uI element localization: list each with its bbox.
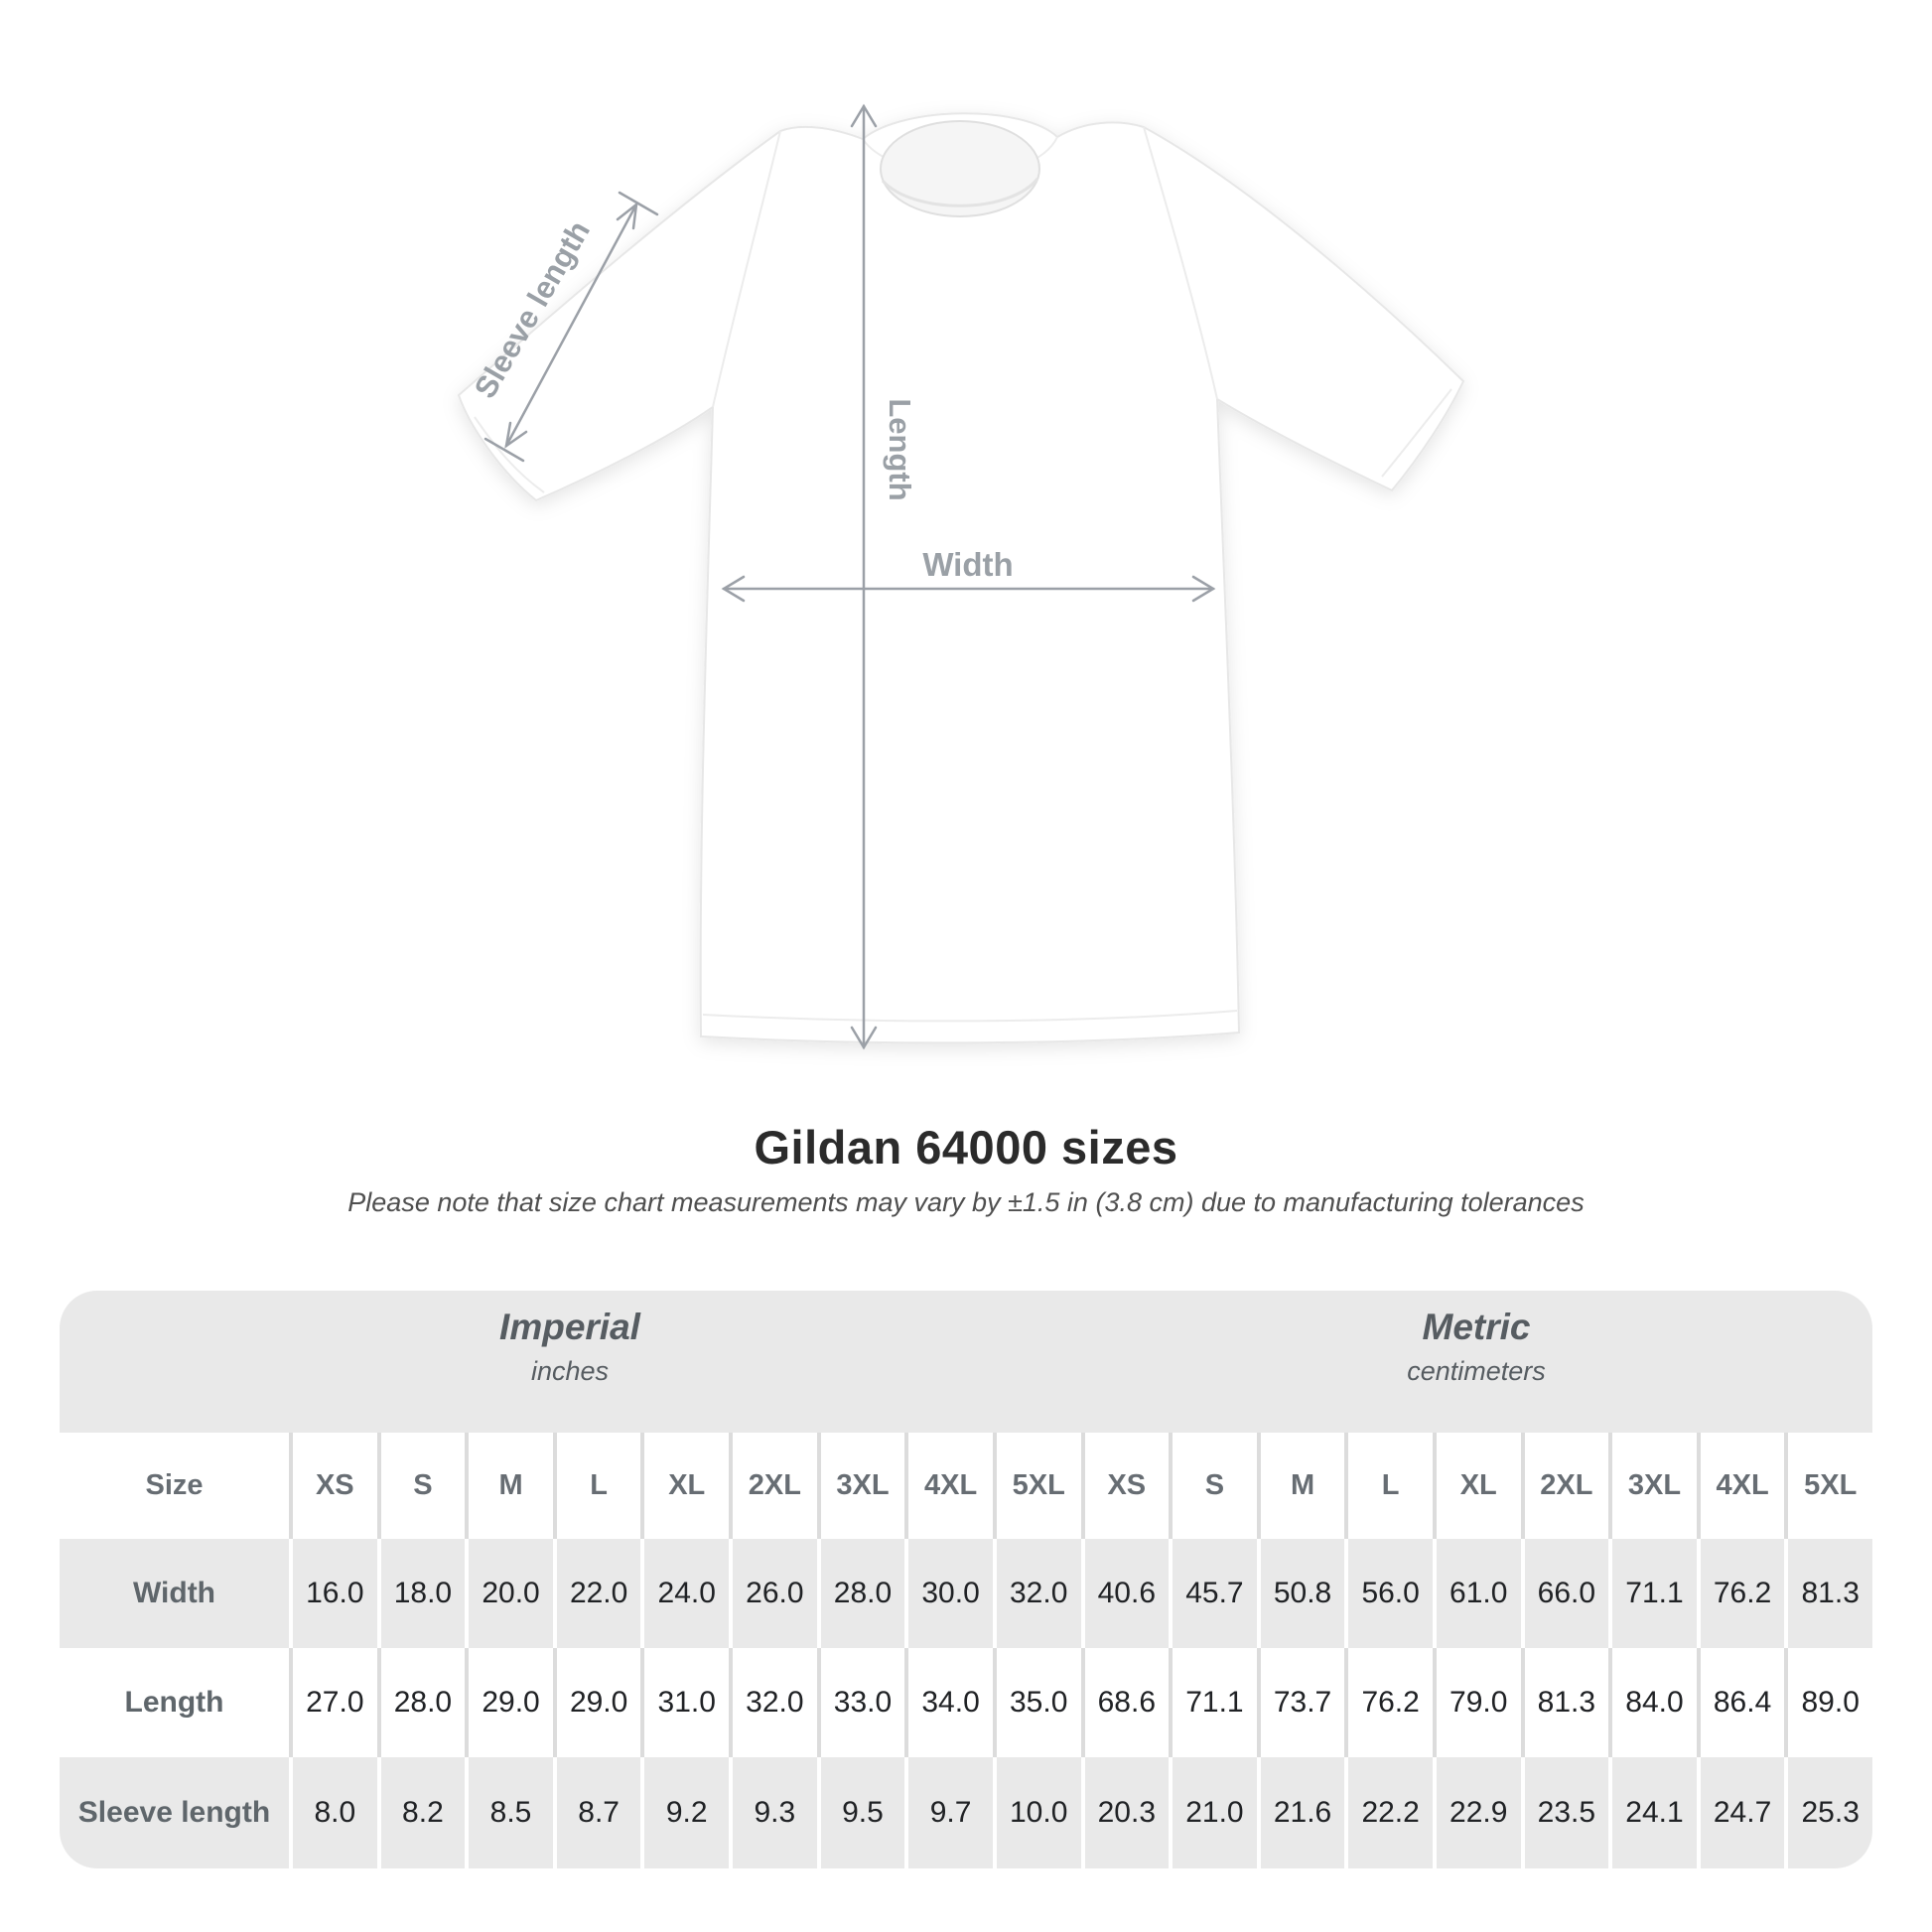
table-cell: 8.0 — [293, 1757, 377, 1868]
table-cell: 30.0 — [908, 1539, 993, 1648]
table-cell: 71.1 — [1612, 1539, 1697, 1648]
table-row: Sleeve length 8.0 8.2 8.5 8.7 9.2 9.3 9.5 9.7 10.… — [60, 1757, 1872, 1868]
table-cell: 73.7 — [1260, 1648, 1345, 1757]
table-cell: 9.2 — [644, 1757, 730, 1868]
row-label: Sleeve length — [60, 1757, 289, 1868]
table-cell: 86.4 — [1700, 1648, 1785, 1757]
imperial-header: Imperial inches — [60, 1291, 1080, 1433]
table-cell: 31.0 — [644, 1648, 730, 1757]
row-label: Width — [60, 1539, 289, 1648]
table-cell: 76.2 — [1700, 1539, 1785, 1648]
table-cell: 76.2 — [1348, 1648, 1433, 1757]
table-cell: 9.7 — [908, 1757, 993, 1868]
table-cell: 81.3 — [1788, 1539, 1872, 1648]
table-cell: 24.1 — [1612, 1757, 1697, 1868]
size-col-header: M — [1260, 1433, 1345, 1539]
table-cell: 18.0 — [380, 1539, 466, 1648]
size-table: Imperial inches Metric centimeters Size X… — [60, 1291, 1872, 1868]
table-row: Length 27.0 28.0 29.0 29.0 31.0 32.0 33.0 34.0 35… — [60, 1648, 1872, 1757]
table-cell: 27.0 — [293, 1648, 377, 1757]
page-subtitle: Please note that size chart measurements… — [347, 1187, 1585, 1217]
size-col-header: S — [1173, 1433, 1257, 1539]
length-label: Length — [883, 398, 917, 500]
table-cell: 22.9 — [1436, 1757, 1521, 1868]
size-col-header: 5XL — [1788, 1433, 1872, 1539]
size-col-header: 2XL — [1524, 1433, 1609, 1539]
imperial-unit: inches — [530, 1356, 610, 1386]
table-cell: 28.0 — [820, 1539, 905, 1648]
table-cell: 9.3 — [733, 1757, 817, 1868]
table-cell: 56.0 — [1348, 1539, 1433, 1648]
size-col-header: S — [380, 1433, 466, 1539]
size-col-header: 3XL — [1612, 1433, 1697, 1539]
table-cell: 20.0 — [469, 1539, 553, 1648]
size-col-header: L — [1348, 1433, 1433, 1539]
table-cell: 23.5 — [1524, 1757, 1609, 1868]
imperial-title: Imperial — [499, 1307, 640, 1347]
table-cell: 35.0 — [996, 1648, 1081, 1757]
table-cell: 32.0 — [733, 1648, 817, 1757]
size-header-row: Size XS S M L XL 2XL 3XL 4XL 5XL XS S M L XL 2XL 3XL 4XL 5… — [60, 1433, 1872, 1539]
table-cell: 24.0 — [644, 1539, 730, 1648]
size-col-header: 2XL — [733, 1433, 817, 1539]
size-col-header: XL — [644, 1433, 730, 1539]
size-col-header: 4XL — [1700, 1433, 1785, 1539]
table-cell: 34.0 — [908, 1648, 993, 1757]
table-cell: 21.6 — [1260, 1757, 1345, 1868]
table-cell: 84.0 — [1612, 1648, 1697, 1757]
table-cell: 61.0 — [1436, 1539, 1521, 1648]
table-cell: 24.7 — [1700, 1757, 1785, 1868]
table-cell: 8.7 — [556, 1757, 641, 1868]
unit-header-band: Imperial inches Metric centimeters — [60, 1291, 1872, 1433]
table-cell: 68.6 — [1084, 1648, 1170, 1757]
table-cell: 79.0 — [1436, 1648, 1521, 1757]
table-cell: 45.7 — [1173, 1539, 1257, 1648]
table-cell: 28.0 — [380, 1648, 466, 1757]
metric-header: Metric centimeters — [1080, 1291, 1872, 1433]
table-cell: 9.5 — [820, 1757, 905, 1868]
table-cell: 71.1 — [1173, 1648, 1257, 1757]
sleeve-length-arrow — [483, 191, 659, 463]
tshirt-graphic — [457, 112, 1465, 1044]
page-title: Gildan 64000 sizes — [754, 1121, 1178, 1173]
size-col-header: XS — [1084, 1433, 1170, 1539]
row-label: Length — [60, 1648, 289, 1757]
table-cell: 89.0 — [1788, 1648, 1872, 1757]
table-rows: Size XS S M L XL 2XL 3XL 4XL 5XL XS S M L XL 2XL 3XL 4XL 5… — [60, 1433, 1872, 1868]
width-arrow — [721, 575, 1216, 603]
size-col-header: XL — [1436, 1433, 1521, 1539]
size-col-header: XS — [293, 1433, 377, 1539]
table-cell: 81.3 — [1524, 1648, 1609, 1757]
table-cell: 29.0 — [469, 1648, 553, 1757]
table-row: Width 16.0 18.0 20.0 22.0 24.0 26.0 28.0 30.0 32.… — [60, 1539, 1872, 1648]
table-cell: 40.6 — [1084, 1539, 1170, 1648]
table-cell: 21.0 — [1173, 1757, 1257, 1868]
table-cell: 29.0 — [556, 1648, 641, 1757]
size-col-header: L — [556, 1433, 641, 1539]
table-cell: 25.3 — [1788, 1757, 1872, 1868]
table-cell: 8.5 — [469, 1757, 553, 1868]
table-cell: 10.0 — [996, 1757, 1081, 1868]
table-cell: 20.3 — [1084, 1757, 1170, 1868]
size-col-header: 5XL — [996, 1433, 1081, 1539]
table-cell: 22.2 — [1348, 1757, 1433, 1868]
table-cell: 33.0 — [820, 1648, 905, 1757]
metric-title: Metric — [1422, 1307, 1531, 1347]
table-cell: 8.2 — [380, 1757, 466, 1868]
size-col-header: 4XL — [908, 1433, 993, 1539]
table-cell: 26.0 — [733, 1539, 817, 1648]
table-cell: 66.0 — [1524, 1539, 1609, 1648]
size-col-header: 3XL — [820, 1433, 905, 1539]
metric-unit: centimeters — [1407, 1356, 1546, 1386]
length-arrow — [850, 103, 878, 1050]
table-cell: 32.0 — [996, 1539, 1081, 1648]
table-cell: 50.8 — [1260, 1539, 1345, 1648]
table-cell: 16.0 — [293, 1539, 377, 1648]
size-col-header: M — [469, 1433, 553, 1539]
width-label: Width — [922, 546, 1013, 583]
table-cell: 22.0 — [556, 1539, 641, 1648]
size-header-label: Size — [60, 1433, 289, 1539]
